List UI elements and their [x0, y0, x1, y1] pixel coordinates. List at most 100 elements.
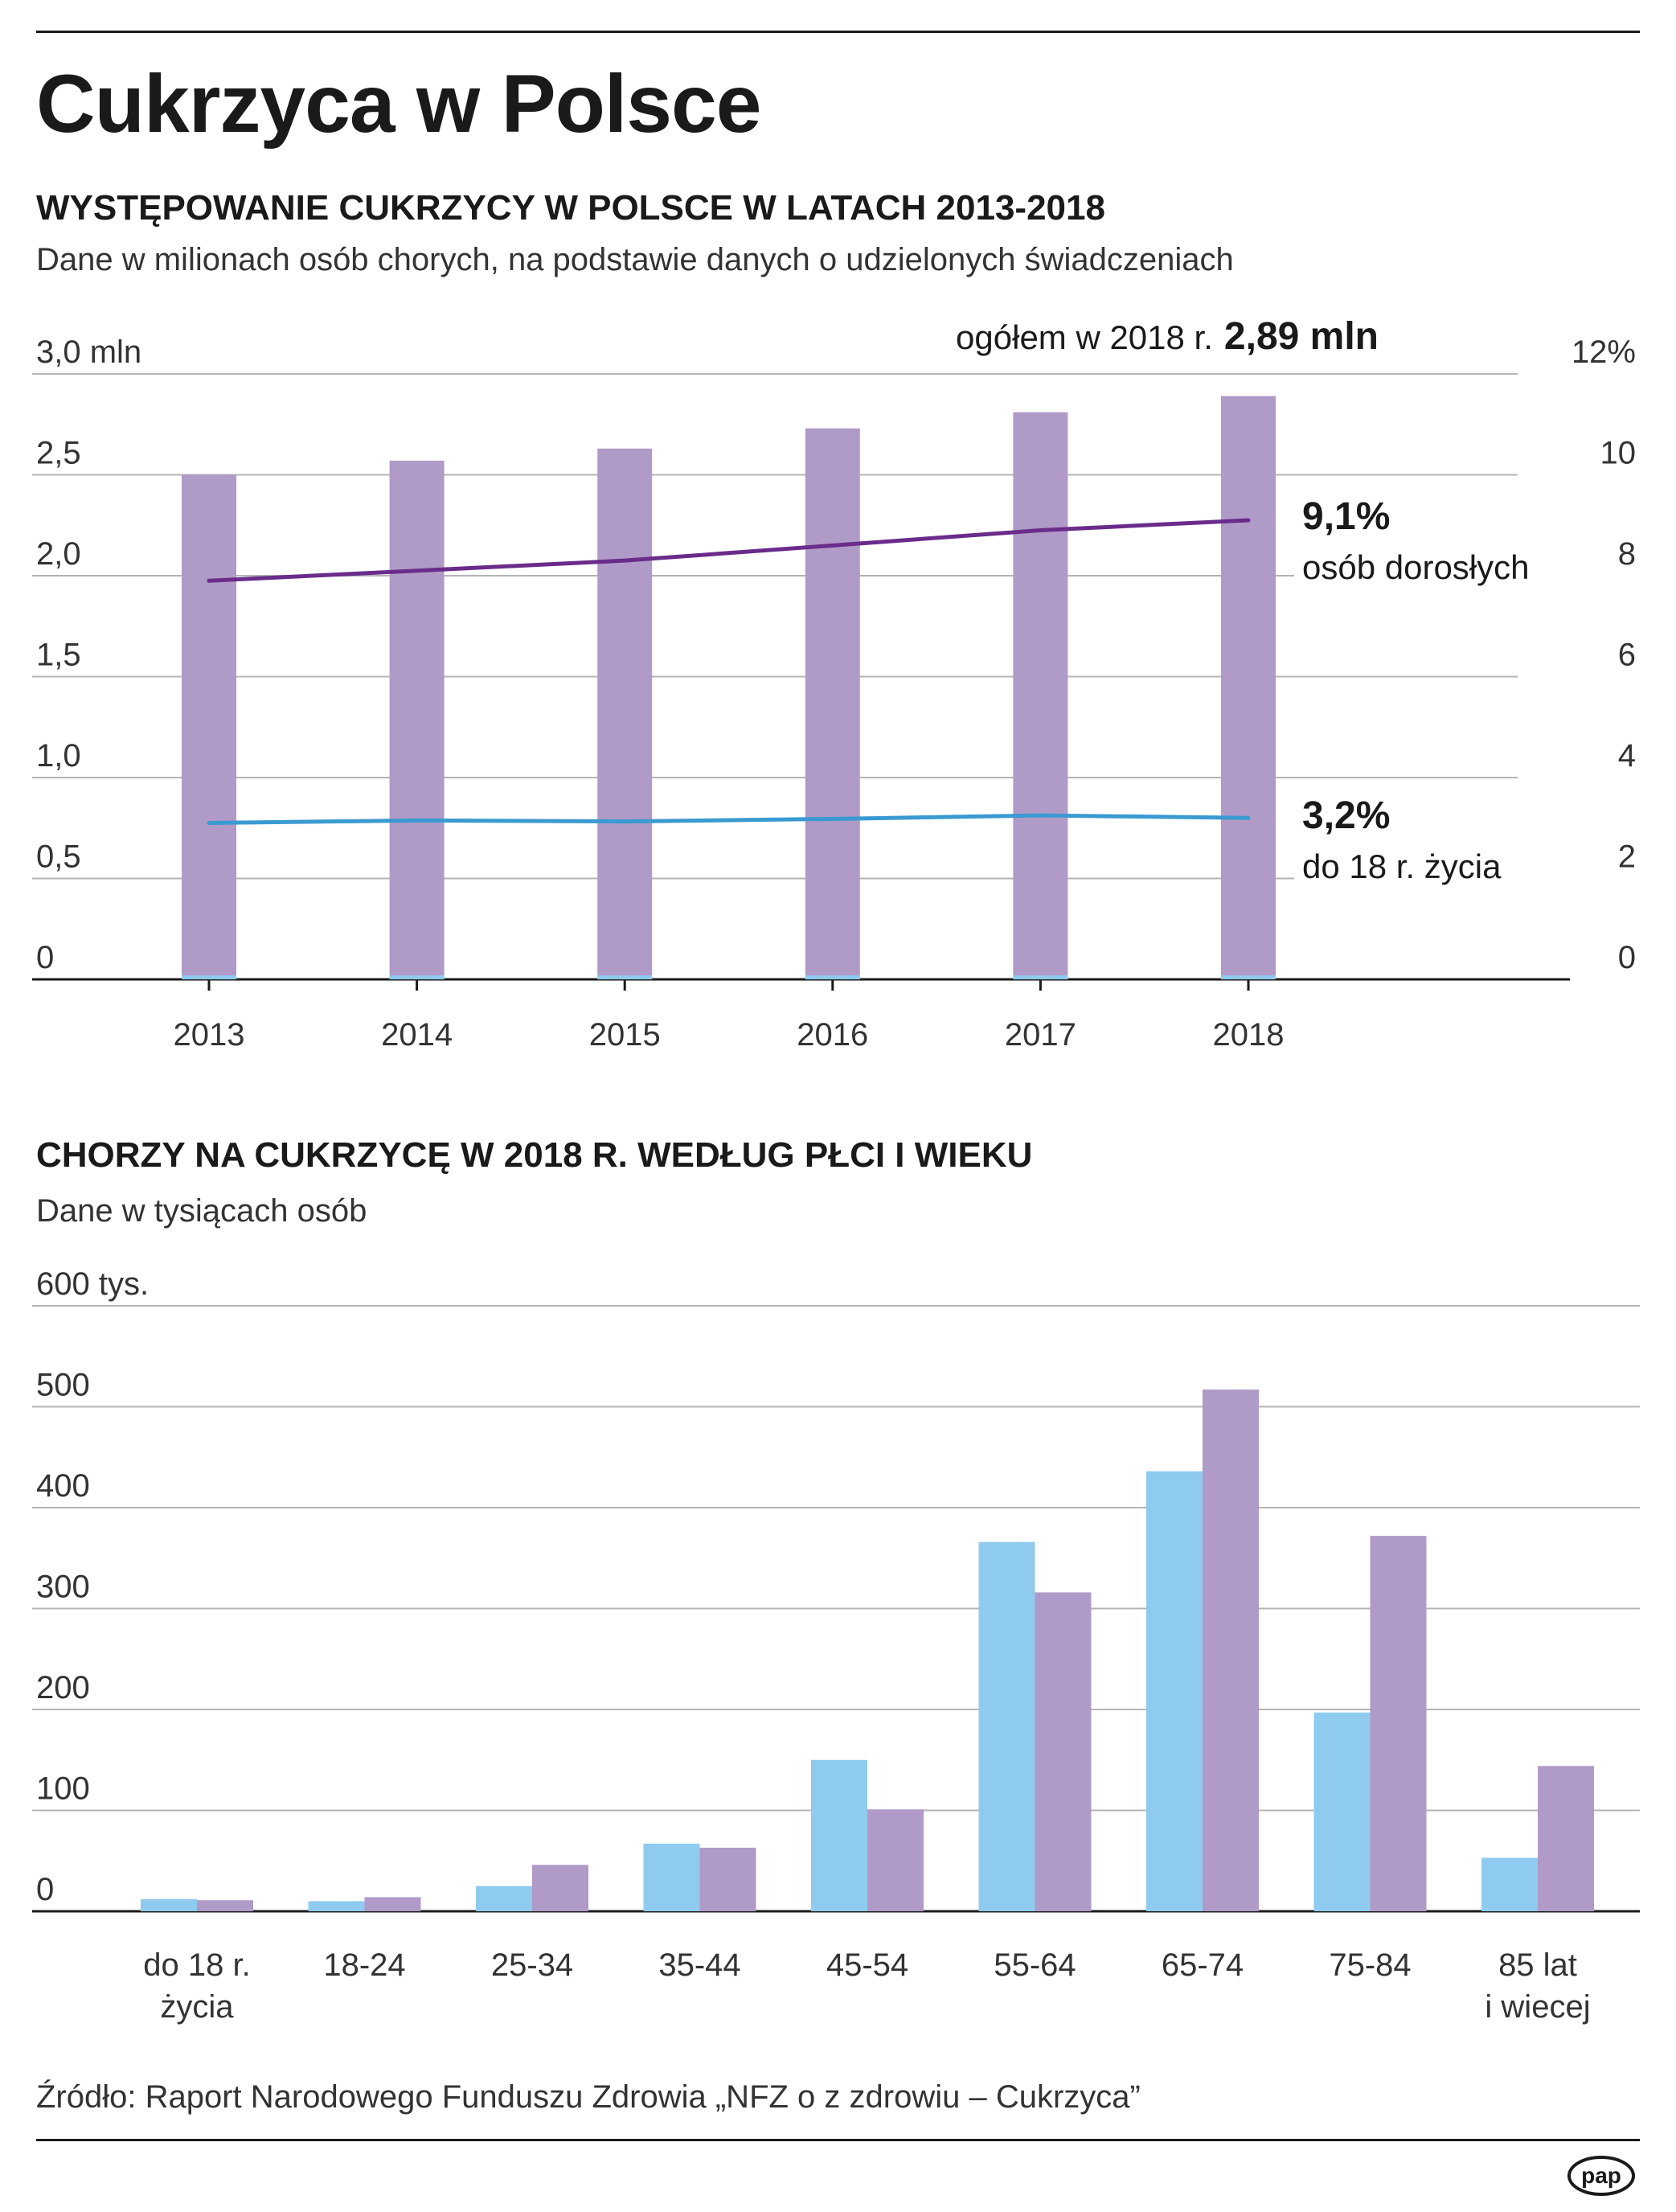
chart1-labels: 0 0 0,5 2 1,0 4 1,5 6 2,0 8 2,5 10 3,0 mln 12% 2013 201…	[36, 334, 1636, 1053]
chart2-bar-purple	[197, 1900, 253, 1911]
chart2-x-tick-label-line: 75-84	[1329, 1947, 1411, 1983]
youth-label: do 18 r. życia	[1302, 847, 1502, 885]
chart1-bar-total	[1221, 396, 1276, 979]
chart2-bar-blue	[141, 1898, 197, 1911]
bottom-rule	[36, 2139, 1640, 2141]
chart2-labels: 0 100 200 300 400 500 600 tys. do 18 r. życia 18-…	[36, 1266, 1591, 2025]
chart1-bar-total	[389, 460, 445, 979]
pap-logo-icon: pap	[1567, 2156, 1635, 2196]
chart2-y-tick-label: 500	[36, 1368, 90, 1403]
chart2-bar-purple	[1370, 1536, 1427, 1911]
chart1-grid-mask	[1294, 875, 1527, 882]
chart1-y-tick-label: 1,0	[36, 738, 81, 774]
chart1-bars	[182, 396, 1276, 979]
chart1-y2-tick-label: 12%	[1572, 334, 1636, 370]
chart2-y-tick-label: 200	[36, 1670, 90, 1705]
chart2-y-tick-label: 100	[36, 1771, 90, 1807]
chart1-y2-tick-label: 2	[1618, 839, 1636, 875]
chart1-y2-tick-label: 8	[1618, 536, 1636, 572]
chart2-bar-blue	[1481, 1857, 1538, 1911]
chart2-y-tick-label: 0	[36, 1872, 54, 1907]
chart2-x-tick-label-line: 65-74	[1162, 1947, 1244, 1983]
chart2-bar-blue	[476, 1886, 532, 1911]
chart1-y-tick-label: 0,5	[36, 839, 81, 875]
chart2-x-tick-label-line: życia	[160, 1989, 234, 2025]
chart1-y2-tick-label: 4	[1618, 738, 1636, 774]
chart1-bar-youth	[805, 975, 860, 979]
chart2-bar-blue	[811, 1759, 867, 1911]
chart2-x-tick-label-line: i wiecej	[1485, 1989, 1590, 2025]
page-title: Cukrzyca w Polsce	[36, 58, 761, 150]
chart2-x-tick-label: 45-54	[826, 1947, 908, 1983]
chart1-bar-youth	[1013, 975, 1068, 979]
chart2-x-tick-label: 25-34	[491, 1947, 573, 1983]
chart2-bar-purple	[364, 1897, 421, 1911]
chart1-y-tick-label: 3,0 mln	[36, 334, 141, 370]
chart1-y2-tick-label: 6	[1618, 638, 1636, 673]
chart1-line-adults	[207, 518, 1251, 583]
chart1-y2-tick-label: 10	[1600, 436, 1637, 471]
chart2-x-tick-label: 35-44	[658, 1947, 740, 1983]
total-value: 2,89 mln	[1224, 315, 1379, 358]
chart1-line-youth	[207, 813, 1251, 825]
chart1-bar-youth	[182, 975, 236, 979]
chart1-y-tick-label: 2,5	[36, 436, 81, 471]
chart2-x-tick-label: 75-84	[1329, 1947, 1411, 1983]
chart2-y-tick-label: 400	[36, 1468, 90, 1504]
chart2-bar-purple	[1203, 1389, 1259, 1911]
chart2-x-tick-label-line: 55-64	[994, 1947, 1076, 1983]
chart2-bar-purple	[532, 1865, 588, 1911]
chart1-grid-mask	[1294, 572, 1567, 579]
chart1-bar-total	[805, 428, 860, 979]
chart2-x-tick-label-line: 25-34	[491, 1947, 573, 1983]
chart1-grid	[32, 373, 1570, 991]
chart1-y-tick-label: 2,0	[36, 536, 81, 572]
chart1-subtitle: Dane w milionach osób chorych, na podsta…	[36, 242, 1234, 277]
chart2-bar-blue	[1146, 1471, 1203, 1911]
chart2-x-tick-label: 18-24	[323, 1947, 405, 1983]
chart2-bar-purple	[867, 1809, 924, 1911]
chart2-bar-blue	[1313, 1712, 1371, 1911]
chart1-title: WYSTĘPOWANIE CUKRZYCY W POLSCE W LATACH …	[36, 188, 1105, 228]
chart2-x-tick-label-line: 35-44	[658, 1947, 740, 1983]
chart1-svg: 0 0 0,5 2 1,0 4 1,5 6 2,0 8 2,5 10 3,0 mln 12% 2013 201…	[32, 315, 1636, 1053]
chart1-bar-youth	[1221, 975, 1276, 979]
chart2-x-tick-label: do 18 r. życia	[143, 1947, 250, 2025]
chart1-x-tick-label: 2016	[797, 1017, 868, 1053]
chart1-x-tick-label: 2017	[1005, 1017, 1076, 1053]
chart1-annotations: ogółem w 2018 r. 2,89 mln 9,1% osób doros…	[956, 315, 1529, 885]
chart1-y-tick-label: 0	[36, 940, 54, 975]
chart2-bar-blue	[643, 1843, 700, 1911]
logo-text: pap	[1581, 2163, 1621, 2188]
chart1-y-tick-label: 1,5	[36, 638, 81, 673]
chart2-y-tick-label: 600 tys.	[36, 1266, 149, 1302]
chart1-lines	[207, 518, 1251, 825]
chart2-x-tick-label-line: 85 lat	[1498, 1947, 1577, 1983]
youth-value: 3,2%	[1302, 794, 1390, 837]
chart2-bar-purple	[699, 1847, 756, 1911]
adults-value: 9,1%	[1302, 495, 1390, 538]
total-prefix: ogółem w 2018 r.	[956, 318, 1213, 356]
chart1-bar-total	[597, 448, 653, 979]
chart2-bar-purple	[1538, 1766, 1594, 1911]
chart1-x-tick-label: 2013	[174, 1017, 245, 1053]
chart2-bar-blue	[978, 1541, 1035, 1911]
top-rule	[36, 31, 1640, 33]
chart1-x-tick-label: 2018	[1213, 1017, 1285, 1053]
chart2-x-tick-label: 65-74	[1162, 1947, 1244, 1983]
chart2-svg: 0 100 200 300 400 500 600 tys. do 18 r. życia 18-…	[32, 1266, 1640, 2025]
chart2-title: CHORZY NA CUKRZYCĘ W 2018 R. WEDŁUG PŁCI…	[36, 1135, 1033, 1175]
chart2-x-tick-label-line: do 18 r.	[143, 1947, 250, 1983]
chart2-x-tick-label: 85 lat i wiecej	[1485, 1947, 1590, 2025]
chart2-bar-purple	[1035, 1592, 1092, 1911]
adults-label: osób dorosłych	[1302, 548, 1530, 586]
chart2-x-tick-label-line: 18-24	[323, 1947, 405, 1983]
chart1-bar-youth	[389, 975, 445, 979]
chart2-bars	[141, 1389, 1594, 1911]
chart1-bar-total	[182, 474, 236, 979]
total-annotation: ogółem w 2018 r. 2,89 mln	[956, 315, 1379, 358]
chart1-bar-youth	[597, 975, 653, 979]
chart2-x-tick-label: 55-64	[994, 1947, 1076, 1983]
chart1-y2-tick-label: 0	[1618, 940, 1636, 975]
